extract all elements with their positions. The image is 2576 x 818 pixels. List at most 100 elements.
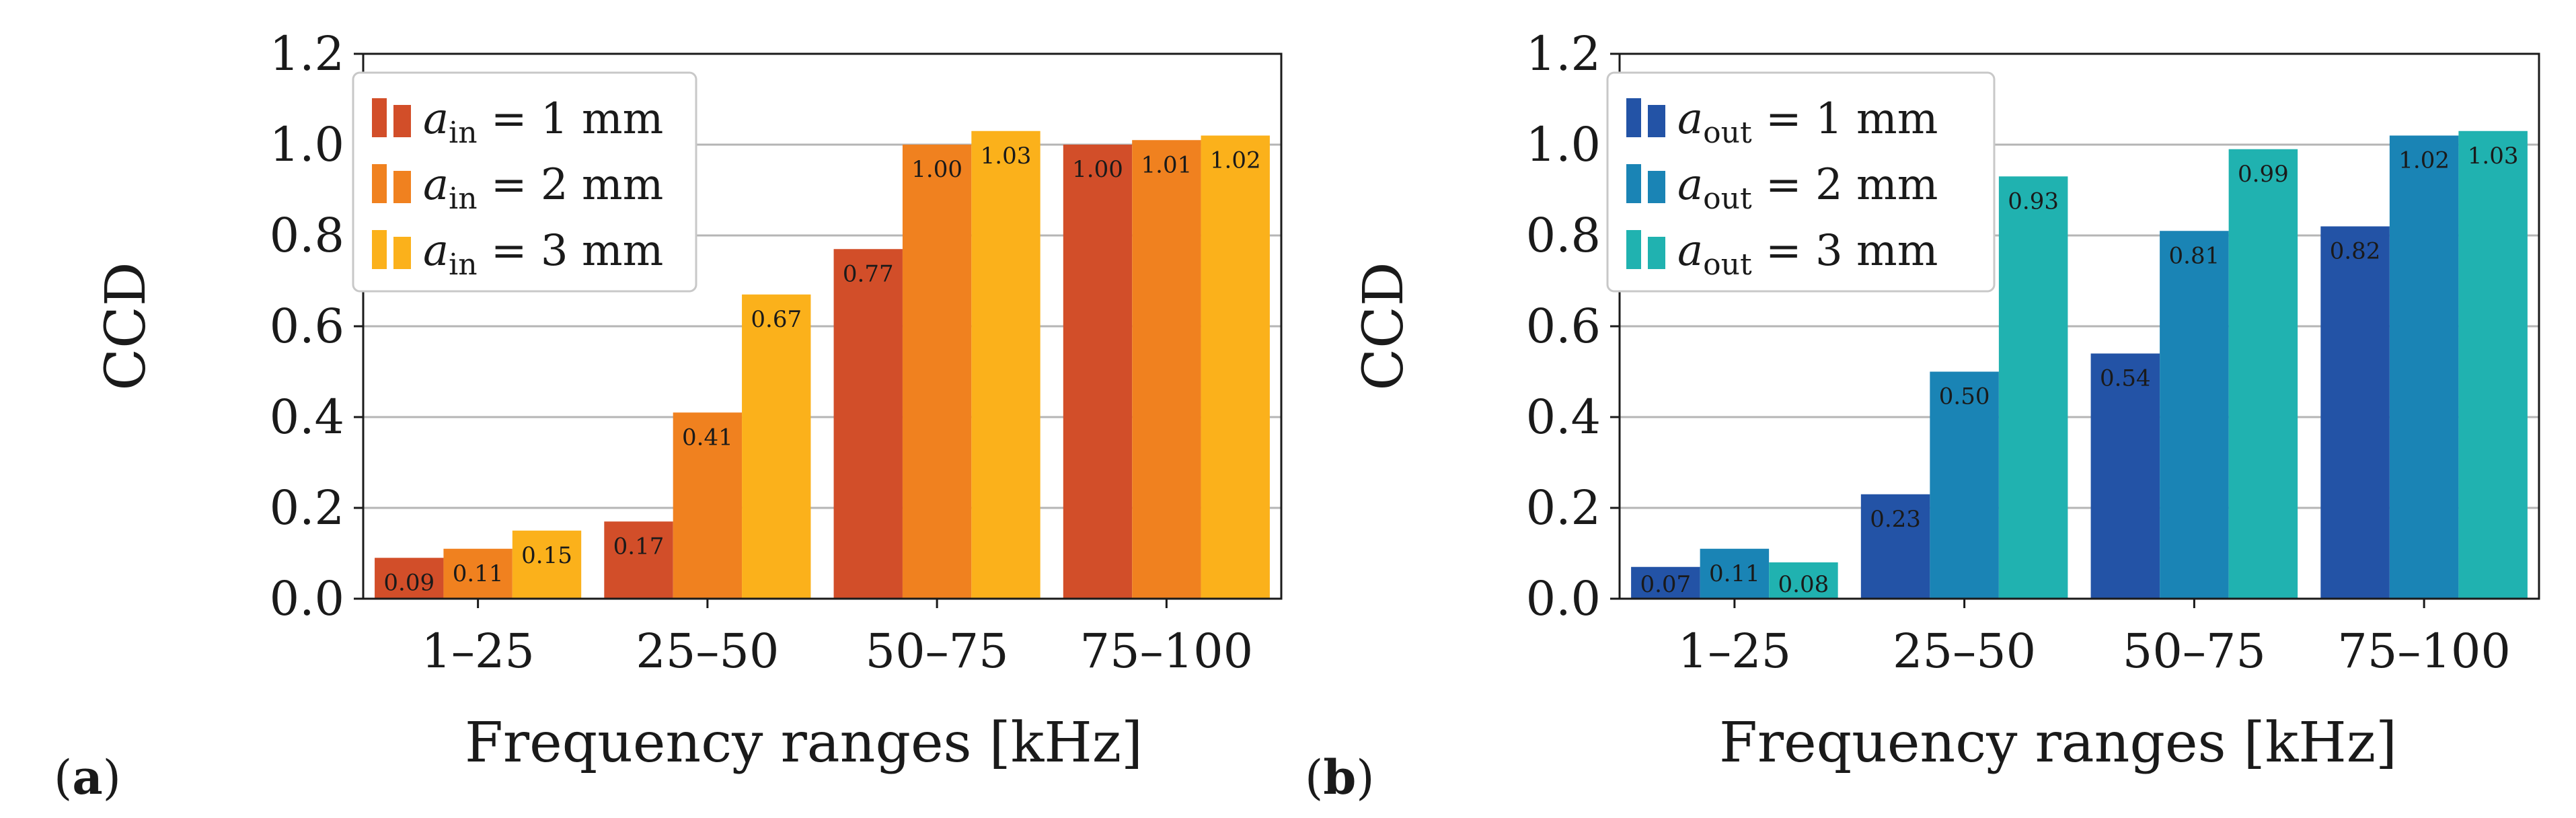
y-tick-labels: 0.0 0.2 0.4 0.6 0.8 1.0 1.2	[270, 26, 344, 626]
x-tick-label: 25–50	[636, 624, 779, 679]
bar-value-label: 0.17	[613, 533, 665, 560]
bar-value-label: 1.03	[2468, 143, 2519, 170]
legend-item-3: aout = 3 mm	[1626, 226, 1938, 282]
legend-eq: = 1 mm	[478, 94, 664, 144]
legend-item-2: aout = 2 mm	[1626, 160, 1938, 216]
y-tick-label: 0.6	[270, 299, 344, 354]
y-tick-label: 0.8	[1526, 208, 1601, 263]
y-tick-label: 0.2	[270, 480, 344, 535]
bar-a-series3-cat1	[512, 530, 582, 599]
bar-b-series3-cat3	[2228, 149, 2298, 599]
y-tick-label: 1.0	[1526, 117, 1601, 172]
legend-swatch	[393, 105, 411, 137]
legend-swatch	[393, 237, 411, 269]
bar-value-label: 0.15	[521, 542, 572, 569]
bar-b-series2-cat3	[2160, 231, 2229, 599]
panel-label-open: (	[54, 750, 72, 805]
legend-eq: = 2 mm	[478, 160, 664, 210]
bar-value-label: 1.02	[1210, 147, 1261, 174]
y-tick-label: 0.4	[1526, 389, 1601, 445]
bar-value-label: 0.67	[751, 306, 802, 333]
bar-b-series2-cat4	[2389, 135, 2459, 599]
bar-value-label: 0.50	[1939, 383, 1990, 410]
bar-value-label: 1.00	[911, 156, 962, 183]
y-tick-label: 0.0	[270, 571, 344, 626]
bar-b-series3-cat1	[1769, 562, 1838, 599]
legend-eq: = 3 mm	[478, 226, 664, 276]
x-axis-title: Frequency ranges [kHz]	[1719, 711, 2397, 775]
legend-subscript: out	[1703, 182, 1752, 216]
legend-box	[1606, 71, 1996, 293]
legend-eq: = 3 mm	[1752, 226, 1938, 276]
chart-panel-b: 0.0 0.2 0.4 0.6 0.8 1.0 1.2 0.07 0.11 0.08 0.23 0.5…	[1305, 26, 2540, 805]
legend-item-1: ain = 1 mm	[372, 94, 663, 150]
bar-value-label: 0.82	[2330, 238, 2381, 265]
panel-label-close: )	[103, 750, 121, 805]
panel-label-close: )	[1356, 750, 1374, 805]
y-tick-label: 0.4	[270, 389, 344, 445]
bar-value-label: 0.11	[453, 560, 504, 587]
legend-label: ain = 3 mm	[423, 226, 663, 282]
x-tick-label: 50–75	[2123, 624, 2266, 679]
bar-a-series1-cat1	[375, 558, 444, 599]
y-axis-title: CCD	[1352, 262, 1416, 390]
y-tick-label: 1.2	[1526, 26, 1601, 81]
bar-value-label: 0.99	[2238, 161, 2289, 188]
bar-b-series3-cat2	[1998, 176, 2068, 599]
bar-a-series2-cat2	[673, 412, 743, 599]
y-tick-label: 1.2	[270, 26, 344, 81]
legend-label: ain = 2 mm	[423, 160, 663, 216]
legend-swatch	[372, 98, 387, 137]
bar-value-label: 1.02	[2398, 147, 2450, 174]
y-tick-label: 1.0	[270, 117, 344, 172]
legend-subscript: in	[449, 116, 477, 150]
legend-swatch	[1626, 164, 1641, 203]
legend-swatch	[1648, 105, 1665, 137]
plot-frame	[362, 52, 1283, 600]
bar-b-series3-cat4	[2458, 131, 2528, 599]
legend-label: aout = 1 mm	[1677, 94, 1938, 150]
y-tick-label: 0.8	[270, 208, 344, 263]
x-tick-label: 1–25	[1678, 624, 1792, 679]
x-tick-label: 75–100	[1080, 624, 1254, 679]
bar-value-label: 0.93	[2008, 188, 2059, 215]
bar-a-series2-cat1	[443, 548, 513, 599]
bar-b-series1-cat1	[1631, 566, 1700, 599]
legend-var: a	[423, 94, 449, 144]
y-tick-labels: 0.0 0.2 0.4 0.6 0.8 1.0 1.2	[1526, 26, 1601, 626]
legend-subscript: in	[449, 248, 477, 282]
panel-label: (a)	[54, 749, 121, 805]
legend-item-1: aout = 1 mm	[1626, 94, 1938, 150]
legend-label: aout = 3 mm	[1677, 226, 1938, 282]
bar-a-series3-cat2	[742, 294, 811, 599]
y-axis-title: CCD	[94, 262, 158, 390]
bar-b-series1-cat3	[2090, 353, 2160, 599]
y-tick-label: 0.2	[1526, 480, 1601, 535]
bar-b-series2-cat2	[1930, 371, 1999, 599]
bar-b-series1-cat4	[2320, 226, 2390, 599]
legend-subscript: out	[1703, 116, 1752, 150]
bar-value-label: 0.41	[682, 424, 733, 451]
legend-swatch	[372, 164, 387, 203]
bar-b-series2-cat1	[1700, 548, 1770, 599]
legend-swatch	[1626, 98, 1641, 137]
y-tick-label: 0.0	[1526, 571, 1601, 626]
bar-value-label: 1.01	[1141, 151, 1192, 178]
legend-swatch	[1626, 230, 1641, 269]
bar-value-label: 0.08	[1778, 571, 1829, 598]
legend-eq: = 2 mm	[1752, 160, 1938, 210]
legend-swatch	[1648, 171, 1665, 203]
bar-b-series1-cat2	[1860, 494, 1930, 599]
bar-a-series3-cat4	[1201, 135, 1270, 599]
legend-subscript: out	[1703, 248, 1752, 282]
bar-value-labels: 0.07 0.11 0.08 0.23 0.50 0.93 0.54 0.81 0.99 0.82…	[1640, 143, 2518, 598]
panel-label-open: (	[1305, 750, 1323, 805]
bar-value-label: 0.77	[843, 260, 894, 287]
y-tick-label: 0.6	[1526, 299, 1601, 354]
legend: aout = 1 mm aout = 2 mm aout = 3 mm	[1606, 71, 1996, 293]
bar-a-series3-cat3	[971, 131, 1040, 599]
legend-eq: = 1 mm	[1752, 94, 1938, 144]
legend-box	[352, 71, 697, 293]
bar-a-series2-cat4	[1132, 140, 1201, 599]
